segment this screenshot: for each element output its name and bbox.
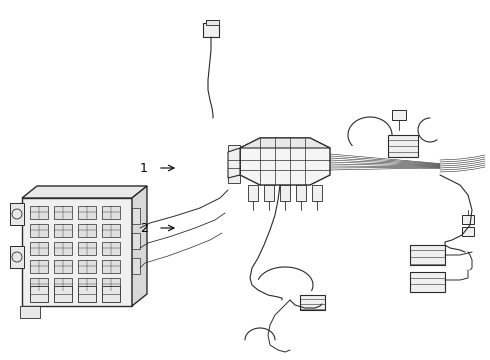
Bar — [10, 203, 24, 225]
Bar — [30, 286, 48, 302]
Bar — [132, 258, 140, 274]
Bar — [392, 110, 406, 120]
Bar — [228, 165, 240, 173]
Bar — [132, 233, 140, 249]
Bar — [78, 242, 96, 255]
Bar — [462, 227, 474, 236]
Bar — [388, 135, 418, 157]
Bar — [54, 286, 72, 302]
Bar — [78, 224, 96, 237]
Polygon shape — [22, 186, 147, 198]
Bar — [228, 175, 240, 183]
Bar — [54, 206, 72, 219]
Bar — [296, 185, 306, 201]
Bar — [228, 155, 240, 163]
Bar — [132, 208, 140, 224]
Bar — [102, 278, 120, 291]
Bar — [78, 278, 96, 291]
Bar — [462, 215, 474, 224]
Bar — [410, 272, 445, 292]
Bar — [54, 224, 72, 237]
Bar — [228, 145, 240, 153]
Polygon shape — [228, 148, 240, 178]
Bar — [312, 185, 322, 201]
Bar — [102, 224, 120, 237]
Bar — [102, 242, 120, 255]
Bar — [78, 206, 96, 219]
Bar — [54, 242, 72, 255]
Bar — [410, 245, 445, 265]
Bar — [300, 295, 325, 310]
Bar — [102, 206, 120, 219]
Polygon shape — [132, 186, 147, 306]
Bar — [20, 306, 40, 318]
Bar — [30, 260, 48, 273]
Bar — [30, 224, 48, 237]
Bar — [203, 23, 219, 37]
Bar — [10, 246, 24, 268]
Bar — [30, 278, 48, 291]
Polygon shape — [240, 138, 330, 148]
Bar — [78, 260, 96, 273]
Bar — [102, 260, 120, 273]
Polygon shape — [240, 138, 330, 185]
Text: 1: 1 — [140, 162, 148, 175]
Bar — [30, 206, 48, 219]
Bar — [54, 260, 72, 273]
Bar — [102, 286, 120, 302]
Bar — [54, 278, 72, 291]
Bar — [206, 20, 219, 25]
Bar — [264, 185, 274, 201]
Bar — [78, 286, 96, 302]
Bar — [30, 242, 48, 255]
Bar — [248, 185, 258, 201]
Bar — [280, 185, 290, 201]
Text: 2: 2 — [140, 221, 148, 234]
Polygon shape — [22, 198, 132, 306]
